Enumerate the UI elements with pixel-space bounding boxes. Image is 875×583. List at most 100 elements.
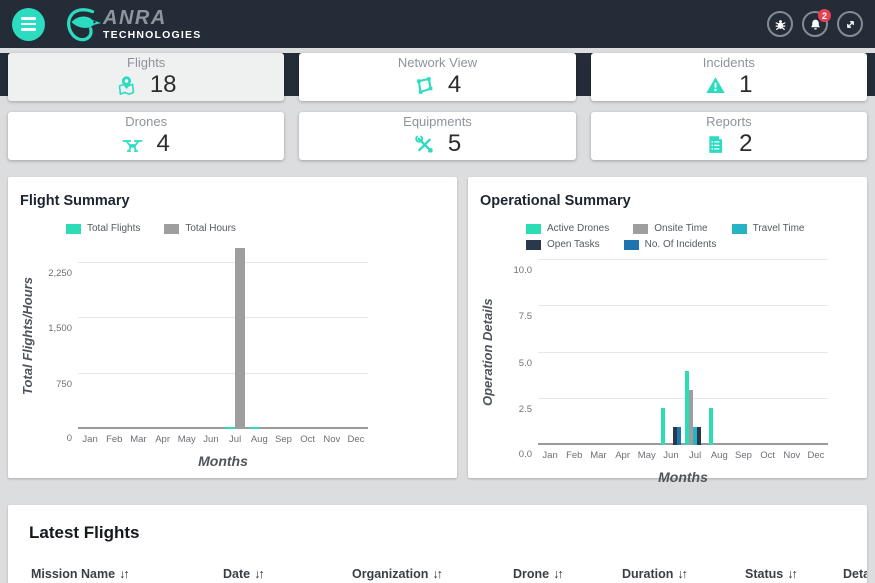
gridline: 10.0 xyxy=(514,259,828,276)
bar-group-nov xyxy=(780,260,804,445)
menu-icon[interactable] xyxy=(12,7,45,41)
bar-group-oct xyxy=(296,244,320,429)
legend-swatch-icon xyxy=(66,223,81,234)
legend-swatch-icon xyxy=(526,223,541,234)
x-tick-label: May xyxy=(637,450,656,461)
column-header-duration[interactable]: Duration ↓↑ xyxy=(622,567,745,581)
legend-item: Total Hours xyxy=(164,223,236,234)
sort-icon[interactable]: ↓↑ xyxy=(432,567,442,581)
gridline: 750 xyxy=(56,372,368,390)
header-actions: 2 xyxy=(767,9,863,37)
column-header-drone[interactable]: Drone ↓↑ xyxy=(513,567,622,581)
stat-card-drones[interactable]: Drones 4 xyxy=(8,112,285,160)
stat-card-label: Flights xyxy=(127,54,166,70)
x-tick-label: Aug xyxy=(710,450,728,461)
y-tick-label: 0.0 xyxy=(518,449,532,460)
legend-item: Travel Time xyxy=(731,223,804,234)
x-tick-label: Jan xyxy=(82,434,98,445)
x-tick-label: Dec xyxy=(347,434,365,445)
legend-label: Total Hours xyxy=(185,223,236,234)
x-tick-label: Oct xyxy=(760,450,776,461)
sort-icon[interactable]: ↓↑ xyxy=(553,567,563,581)
x-tick-label: Mar xyxy=(130,434,147,445)
fullscreen-expand-icon[interactable] xyxy=(837,11,863,37)
column-header-status[interactable]: Status ↓↑ xyxy=(745,567,843,581)
main-content: Flights 18 Network View 4 Incidents 1 Drones 4 E… xyxy=(0,53,875,583)
stat-card-value: 4 xyxy=(156,130,170,158)
bar-group-aug xyxy=(247,244,271,429)
stat-card-reports[interactable]: Reports 2 xyxy=(590,112,867,160)
column-header-date[interactable]: Date ↓↑ xyxy=(223,567,352,581)
flight-summary-title: Flight Summary xyxy=(20,193,130,209)
stat-card-network-view[interactable]: Network View 4 xyxy=(299,53,576,101)
gridline: 0 xyxy=(67,427,368,444)
legend-item: Active Drones xyxy=(526,223,609,234)
bar-group-mar xyxy=(126,244,150,429)
bar-group-aug xyxy=(707,260,731,445)
bar-group-feb xyxy=(102,244,126,429)
x-tick-label: Oct xyxy=(300,434,316,445)
legend-label: Open Tasks xyxy=(547,239,600,250)
column-label: Duration xyxy=(622,567,674,581)
bar-active-drones-aug xyxy=(709,408,714,445)
flight-summary-panel: Flight Summary Total Flights Total Hours T… xyxy=(8,177,457,478)
y-tick-label: 0 xyxy=(66,433,72,444)
chart-legend: Active Drones Onsite Time Travel Time Open … xyxy=(526,223,836,250)
legend-swatch-icon xyxy=(164,223,180,234)
column-label: Organization xyxy=(352,567,429,581)
legend-item: Total Flights xyxy=(66,223,140,234)
column-header-mission-name[interactable]: Mission Name ↓↑ xyxy=(31,567,223,581)
x-tick-label: Jul xyxy=(689,450,702,461)
bar-group-jan xyxy=(538,260,562,445)
y-tick-label: 750 xyxy=(56,378,72,390)
stat-card-value: 5 xyxy=(447,130,462,158)
bar-no-of-incidents-jun xyxy=(676,426,681,445)
x-axis-labels: Jan Feb Mar Apr May Jun Jul Aug Sep Oct Nov Dec xyxy=(78,434,368,445)
bug-icon[interactable] xyxy=(767,11,793,37)
bar-group-jun xyxy=(659,260,683,445)
anra-swoosh-icon xyxy=(67,8,102,42)
bar-group-sep xyxy=(731,260,755,445)
sort-icon[interactable]: ↓↑ xyxy=(787,567,797,581)
stat-card-incidents[interactable]: Incidents 1 xyxy=(590,53,867,101)
bar-active-drones-jul xyxy=(685,371,690,445)
latest-flights-title: Latest Flights xyxy=(29,523,140,542)
legend-item: No. Of Incidents xyxy=(623,239,717,250)
bar-group-may xyxy=(175,244,199,429)
x-tick-label: Nov xyxy=(323,434,341,445)
sort-icon[interactable]: ↓↑ xyxy=(677,567,687,581)
x-tick-label: Sep xyxy=(735,450,752,461)
x-tick-label: Nov xyxy=(783,450,801,461)
bar-group-jan xyxy=(78,244,102,429)
y-tick-label: 2.5 xyxy=(518,403,532,415)
map-pin-icon xyxy=(116,75,137,96)
bar-group-jul xyxy=(683,260,707,445)
legend-swatch-icon xyxy=(623,239,639,250)
notification-badge: 2 xyxy=(818,9,831,22)
gridline: 1,500 xyxy=(48,317,368,334)
x-tick-label: Jun xyxy=(203,434,219,445)
stat-card-equipments[interactable]: Equipments 5 xyxy=(299,112,576,160)
bar-group-may xyxy=(635,260,659,445)
notifications-bell-icon[interactable]: 2 xyxy=(802,9,831,37)
legend-label: No. Of Incidents xyxy=(644,239,717,250)
bar-group-sep xyxy=(271,244,295,429)
stat-card-flights[interactable]: Flights 18 xyxy=(8,53,285,101)
y-tick-label: 7.5 xyxy=(518,311,532,323)
report-icon xyxy=(705,134,726,155)
latest-flights-panel: Latest Flights Mission Name ↓↑ Date ↓↑ Organ… xyxy=(8,505,867,583)
column-header-organization[interactable]: Organization ↓↑ xyxy=(352,567,513,581)
legend-label: Active Drones xyxy=(547,223,610,234)
x-axis-labels: Jan Feb Mar Apr May Jun Jul Aug Sep Oct Nov Dec xyxy=(538,450,828,461)
y-tick-label: 10.0 xyxy=(513,265,533,276)
sort-icon[interactable]: ↓↑ xyxy=(119,567,129,581)
column-header-details[interactable]: Details↓↑ xyxy=(843,567,867,581)
sort-icon[interactable]: ↓↑ xyxy=(254,567,264,581)
y-tick-label: 1,500 xyxy=(48,323,72,334)
x-tick-label: Feb xyxy=(106,434,123,445)
column-label: Details xyxy=(843,567,867,581)
bar-group-dec xyxy=(804,260,828,445)
bar-open-tasks-jul xyxy=(697,426,702,445)
x-tick-label: Apr xyxy=(155,434,170,445)
stat-card-value: 2 xyxy=(739,130,753,158)
